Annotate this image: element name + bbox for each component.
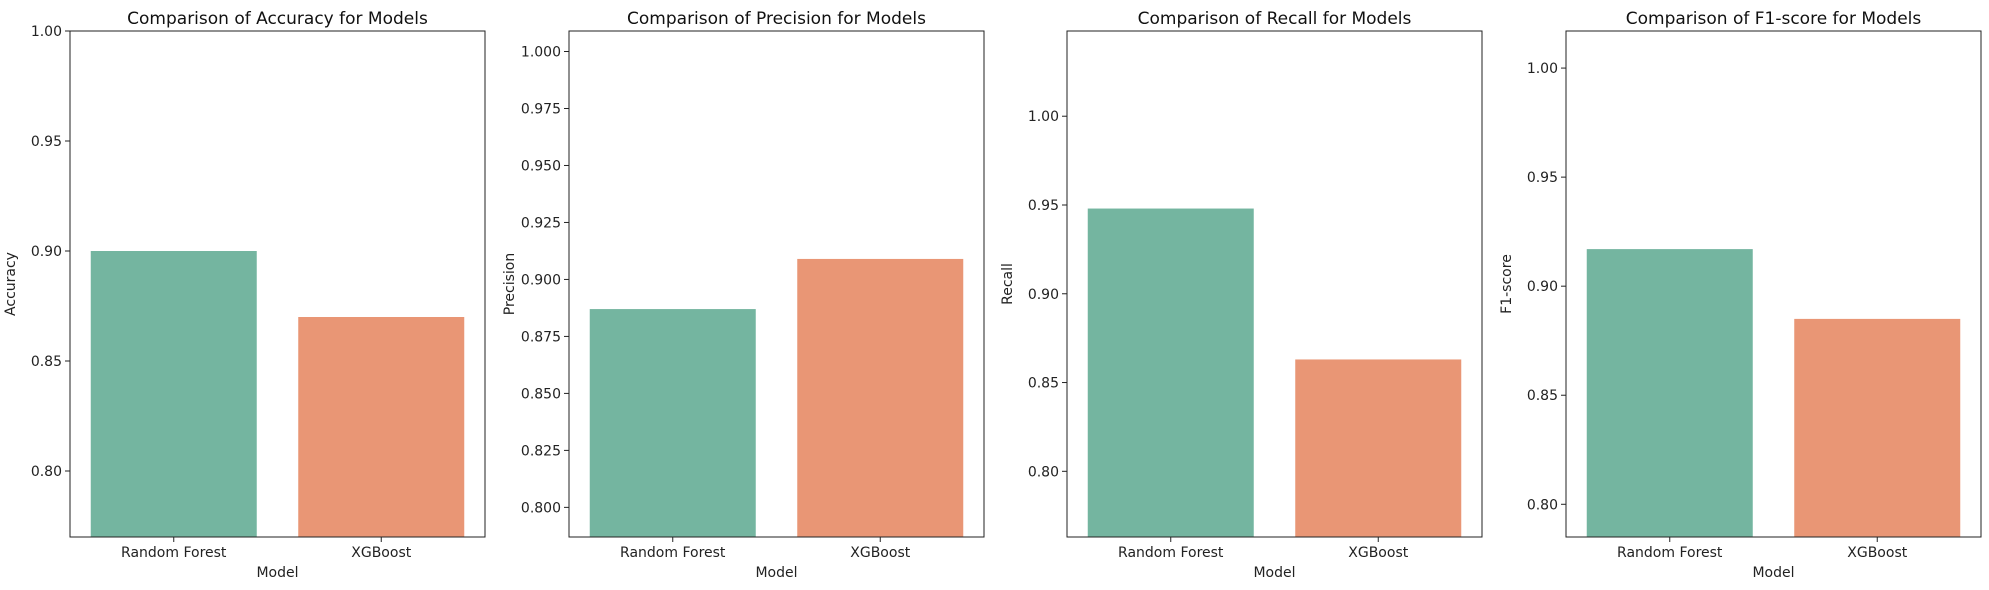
x-tick-label: XGBoost — [351, 545, 411, 561]
x-tick-label: Random Forest — [1617, 545, 1723, 561]
y-tick-label: 0.950 — [521, 158, 561, 174]
x-axis-label: Model — [755, 565, 797, 581]
axes-frame — [69, 30, 486, 538]
y-tick-label: 0.90 — [1028, 287, 1059, 303]
y-tick-label: 0.95 — [1527, 170, 1558, 186]
y-tick-label: 0.925 — [521, 215, 561, 231]
bar-xgboost — [1295, 359, 1462, 537]
y-tick-label: 0.80 — [1028, 464, 1059, 480]
bar-random-forest — [90, 251, 257, 537]
y-tick-label: 0.850 — [521, 386, 561, 402]
x-axis-label: Model — [1253, 565, 1295, 581]
chart-panel-3: 0.80 0.85 0.90 0.95 1.00 Random Forest XGBoost… — [1499, 9, 1982, 581]
y-axis-label: Accuracy — [3, 252, 19, 316]
y-axis-label: Recall — [1000, 263, 1016, 305]
bar-xgboost — [797, 258, 964, 537]
bar-xgboost — [298, 317, 465, 537]
bar-random-forest — [1087, 208, 1254, 537]
x-tick-label: XGBoost — [850, 545, 910, 561]
axes-frame — [1565, 30, 1982, 538]
chart-title: Comparison of F1-score for Models — [1626, 9, 1922, 29]
chart-panel-1: 0.800 0.825 0.850 0.875 0.900 0.925 0.950 0.975… — [502, 9, 985, 581]
y-axis-label: F1-score — [1499, 254, 1515, 314]
y-tick-label: 0.95 — [1028, 198, 1059, 214]
y-tick-label: 1.00 — [1028, 109, 1059, 125]
x-tick-label: Random Forest — [1118, 545, 1224, 561]
y-tick-label: 0.80 — [1527, 497, 1558, 513]
y-tick-label: 0.90 — [1527, 279, 1558, 295]
chart-title: Comparison of Precision for Models — [627, 9, 926, 29]
y-tick-label: 0.825 — [521, 443, 561, 459]
chart-title: Comparison of Recall for Models — [1138, 9, 1412, 29]
y-tick-label: 0.900 — [521, 272, 561, 288]
y-axis-label: Precision — [502, 253, 518, 315]
x-tick-label: Random Forest — [121, 545, 227, 561]
y-tick-label: 0.85 — [1527, 388, 1558, 404]
y-tick-label: 0.800 — [521, 500, 561, 516]
bar-xgboost — [1794, 318, 1961, 537]
x-axis-label: Model — [1752, 565, 1794, 581]
y-tick-label: 1.00 — [31, 24, 62, 40]
y-tick-label: 0.85 — [1028, 376, 1059, 392]
x-tick-label: XGBoost — [1847, 545, 1907, 561]
y-tick-label: 0.85 — [31, 354, 62, 370]
x-axis-label: Model — [256, 565, 298, 581]
y-tick-label: 1.00 — [1527, 61, 1558, 77]
x-tick-label: Random Forest — [620, 545, 726, 561]
chart-title: Comparison of Accuracy for Models — [127, 9, 428, 29]
bar-random-forest — [1586, 249, 1753, 537]
x-tick-label: XGBoost — [1348, 545, 1408, 561]
axes-frame — [568, 30, 985, 538]
axes-frame — [1066, 30, 1483, 538]
y-tick-label: 0.95 — [31, 134, 62, 150]
chart-panel-2: 0.80 0.85 0.90 0.95 1.00 Random Forest XGBoost… — [1000, 9, 1483, 581]
y-tick-label: 0.80 — [31, 464, 62, 480]
chart-panel-0: 0.80 0.85 0.90 0.95 1.00 Random Forest XGBoost… — [3, 9, 486, 581]
y-tick-label: 1.000 — [521, 45, 561, 61]
y-tick-label: 0.875 — [521, 329, 561, 345]
y-tick-label: 0.975 — [521, 101, 561, 117]
bar-random-forest — [589, 309, 756, 537]
y-tick-label: 0.90 — [31, 244, 62, 260]
